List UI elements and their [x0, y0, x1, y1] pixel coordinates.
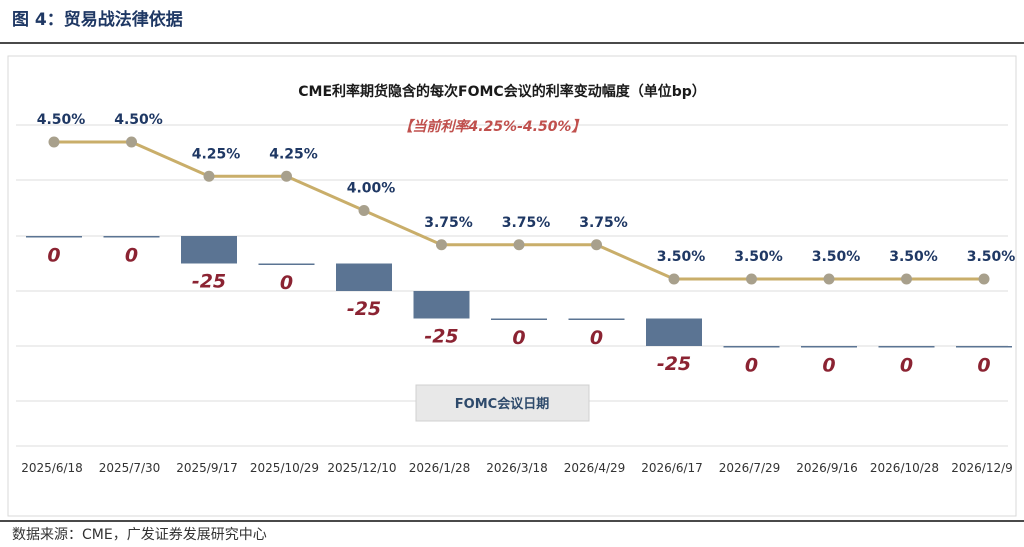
- source-note: 数据来源：CME，广发证券发展研究中心: [12, 527, 267, 543]
- rate-chart: CME利率期货隐含的每次FOMC会议的利率变动幅度（单位bp） 【当前利率4.2…: [7, 55, 1017, 517]
- change-label: 0: [47, 245, 60, 267]
- change-label: 0: [745, 355, 758, 377]
- change-label: -25: [347, 298, 381, 320]
- xaxis-tick-label: 2026/4/29: [564, 461, 626, 475]
- change-label: 0: [822, 355, 835, 377]
- change-bar: [491, 318, 547, 320]
- rate-point: [513, 239, 525, 251]
- xaxis-tick-label: 2025/9/17: [176, 461, 238, 475]
- change-bar: [413, 291, 470, 319]
- xaxis-tick-label: 2026/6/17: [641, 461, 703, 475]
- xaxis-tick-label: 2025/6/18: [21, 461, 83, 475]
- rate-label: 3.75%: [502, 215, 551, 231]
- xaxis-tick-label: 2026/7/29: [719, 461, 781, 475]
- change-bar: [258, 263, 315, 265]
- rate-point: [126, 136, 137, 148]
- xaxis-tick-label: 2025/12/10: [327, 461, 396, 475]
- change-bars: [26, 236, 1012, 348]
- change-label: 0: [977, 355, 990, 377]
- rate-point: [591, 239, 602, 251]
- rate-label: 3.50%: [657, 249, 706, 265]
- xaxis-tick-label: 2026/12/9: [951, 461, 1013, 475]
- change-label: 0: [280, 272, 293, 294]
- rate-labels: 4.50% 4.50% 4.25% 4.25% 4.00% 3.75% 3.75% 3.75%…: [37, 112, 1016, 265]
- xaxis-tick-label: 2025/10/29: [250, 461, 319, 475]
- change-label: 0: [590, 327, 603, 349]
- xaxis-tick-label: 2026/3/18: [486, 461, 548, 475]
- change-bar: [801, 346, 857, 348]
- bottom-divider: [0, 520, 1024, 522]
- change-label: 0: [125, 245, 138, 267]
- change-bar: [26, 236, 82, 238]
- change-label: -25: [657, 353, 691, 375]
- rate-point: [978, 273, 990, 285]
- change-bar: [568, 318, 625, 320]
- rate-label: 3.50%: [812, 249, 861, 265]
- rate-point: [281, 170, 292, 182]
- change-label: -25: [192, 271, 226, 293]
- change-label: 0: [512, 327, 525, 349]
- rate-point: [823, 273, 835, 285]
- change-bar: [181, 236, 237, 264]
- xaxis-ticks: 2025/6/18 2025/7/30 2025/9/17 2025/10/29 202…: [21, 461, 1013, 475]
- change-bar: [723, 346, 780, 348]
- figure-title: 图 4：贸易战法律依据: [12, 10, 183, 30]
- change-label: 0: [900, 355, 913, 377]
- rate-points: [48, 136, 990, 285]
- rate-point: [746, 273, 757, 285]
- change-bar: [878, 346, 935, 348]
- chart-title: CME利率期货隐含的每次FOMC会议的利率变动幅度（单位bp）: [298, 83, 705, 100]
- xaxis-tick-label: 2026/1/28: [409, 461, 471, 475]
- change-bar: [103, 236, 160, 238]
- rate-label: 4.00%: [347, 181, 396, 197]
- xaxis-title: FOMC会议日期: [455, 396, 549, 412]
- rate-point: [901, 273, 912, 285]
- change-label: -25: [424, 326, 458, 348]
- rate-point: [436, 239, 447, 251]
- chart-subtitle: 【当前利率4.25%-4.50%】: [399, 118, 586, 135]
- rate-point: [203, 170, 215, 182]
- rate-label: 3.75%: [579, 215, 628, 231]
- change-labels: 0 0 -25 0 -25 -25 0 0 -25 0 0 0 0: [47, 245, 990, 377]
- xaxis-title-box: FOMC会议日期: [415, 384, 590, 422]
- chart-frame: [7, 55, 1017, 517]
- rate-point: [358, 205, 370, 216]
- rate-point: [48, 136, 60, 148]
- rate-label: 4.25%: [192, 146, 241, 162]
- xaxis-tick-label: 2026/10/28: [870, 461, 939, 475]
- rate-label: 4.25%: [269, 146, 318, 162]
- xaxis-tick-label: 2025/7/30: [99, 461, 161, 475]
- rate-label: 3.50%: [889, 249, 938, 265]
- rate-label: 4.50%: [37, 112, 86, 128]
- change-bar: [336, 263, 392, 291]
- rate-label: 3.50%: [734, 249, 783, 265]
- change-bar: [646, 318, 702, 346]
- change-bar: [956, 346, 1012, 348]
- top-divider: [0, 42, 1024, 44]
- xaxis-tick-label: 2026/9/16: [796, 461, 858, 475]
- rate-point: [668, 273, 680, 285]
- rate-label: 3.50%: [967, 249, 1016, 265]
- xaxis-title-background: [415, 384, 590, 422]
- rate-label: 4.50%: [114, 112, 163, 128]
- rate-label: 3.75%: [424, 215, 473, 231]
